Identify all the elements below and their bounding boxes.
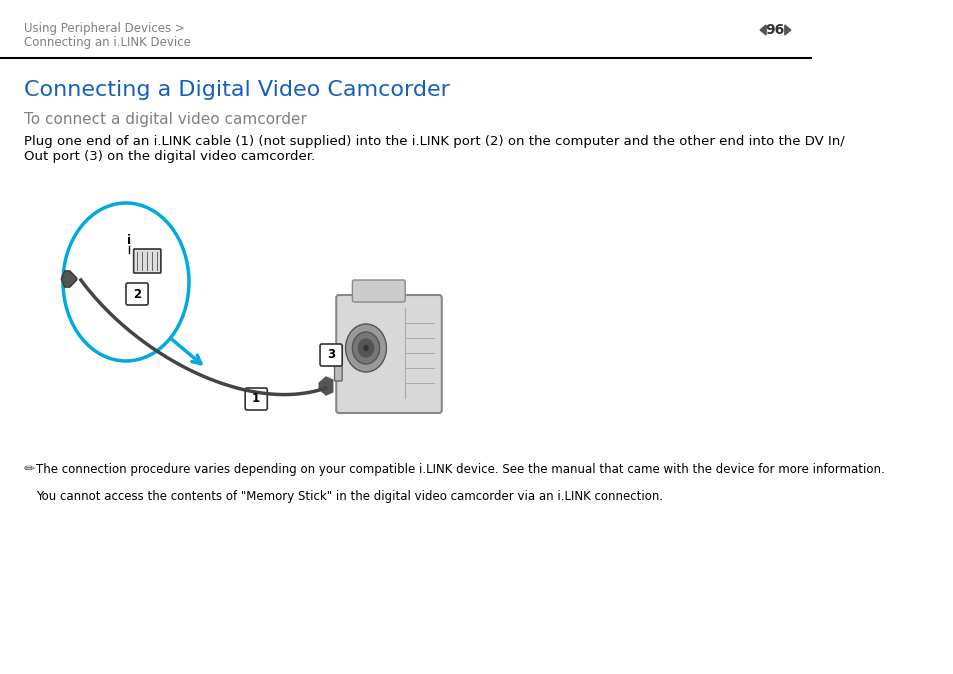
Circle shape bbox=[358, 339, 374, 357]
Text: Plug one end of an i.LINK cable (1) (not supplied) into the i.LINK port (2) on t: Plug one end of an i.LINK cable (1) (not… bbox=[24, 135, 843, 163]
Text: Connecting a Digital Video Camcorder: Connecting a Digital Video Camcorder bbox=[24, 80, 449, 100]
Text: 1: 1 bbox=[252, 392, 260, 406]
Text: Using Peripheral Devices >: Using Peripheral Devices > bbox=[24, 22, 184, 35]
Circle shape bbox=[362, 344, 369, 352]
Polygon shape bbox=[760, 25, 765, 35]
Text: 2: 2 bbox=[132, 288, 141, 301]
Text: i: i bbox=[127, 233, 132, 247]
Text: 96: 96 bbox=[764, 23, 783, 37]
FancyBboxPatch shape bbox=[335, 295, 441, 413]
Text: You cannot access the contents of "Memory Stick" in the digital video camcorder : You cannot access the contents of "Memor… bbox=[35, 490, 662, 503]
FancyBboxPatch shape bbox=[319, 344, 342, 366]
FancyBboxPatch shape bbox=[133, 249, 161, 273]
Circle shape bbox=[352, 332, 379, 364]
Text: ✏: ✏ bbox=[24, 462, 35, 476]
Polygon shape bbox=[61, 271, 76, 287]
Text: 3: 3 bbox=[327, 348, 335, 361]
Polygon shape bbox=[319, 377, 333, 395]
Text: Connecting an i.LINK Device: Connecting an i.LINK Device bbox=[24, 36, 191, 49]
Polygon shape bbox=[784, 25, 790, 35]
Text: To connect a digital video camcorder: To connect a digital video camcorder bbox=[24, 112, 306, 127]
FancyBboxPatch shape bbox=[245, 388, 267, 410]
FancyBboxPatch shape bbox=[126, 283, 148, 305]
Circle shape bbox=[345, 324, 386, 372]
Text: The connection procedure varies depending on your compatible i.LINK device. See : The connection procedure varies dependin… bbox=[35, 463, 883, 476]
FancyBboxPatch shape bbox=[335, 365, 342, 381]
FancyBboxPatch shape bbox=[352, 280, 405, 302]
